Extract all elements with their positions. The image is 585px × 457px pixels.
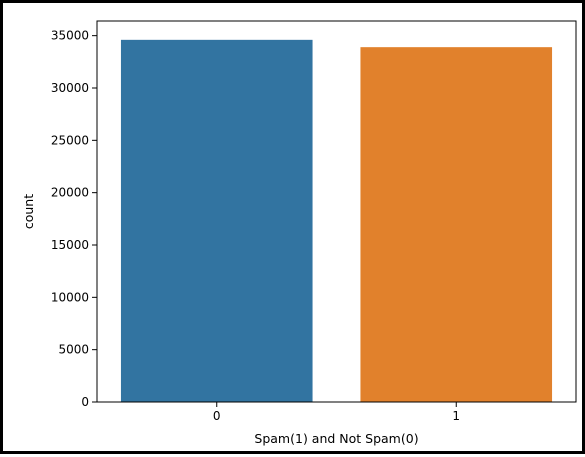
- plot-frame: [96, 20, 577, 403]
- bar-0: [120, 39, 313, 402]
- bars-group: [120, 39, 553, 403]
- x-tick-label: 0: [213, 409, 221, 423]
- bar-1: [360, 47, 553, 403]
- x-axis-label: Spam(1) and Not Spam(0): [254, 431, 418, 446]
- y-tick-label: 5000: [58, 343, 89, 357]
- y-tick-label: 35000: [51, 29, 89, 43]
- y-axis: 0 5000 10000 15000 20000 25000 30000 35000: [51, 29, 97, 409]
- y-tick-label: 30000: [51, 81, 89, 95]
- y-tick-label: 20000: [51, 186, 89, 200]
- y-tick-label: 0: [81, 395, 89, 409]
- y-axis-label: count: [21, 194, 36, 229]
- y-tick-label: 10000: [51, 290, 89, 304]
- y-tick-label: 15000: [51, 238, 89, 252]
- y-tick-label: 25000: [51, 133, 89, 147]
- x-tick-label: 1: [452, 409, 460, 423]
